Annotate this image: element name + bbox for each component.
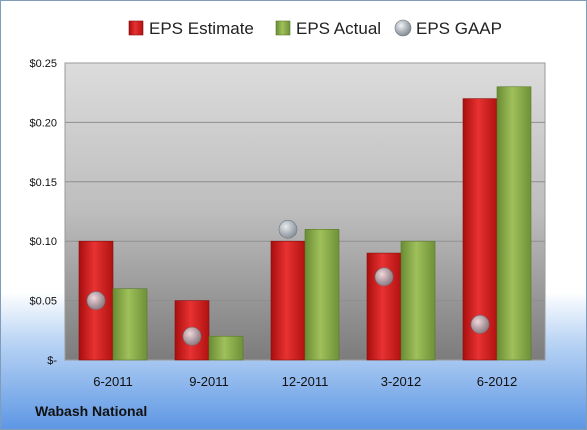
- marker-eps-gaap: [374, 267, 394, 287]
- x-tick-label: 9-2011: [189, 374, 229, 389]
- y-tick-label: $0.15: [29, 177, 57, 189]
- marker-eps-gaap: [86, 291, 106, 310]
- marker-eps-gaap: [182, 326, 202, 346]
- y-tick-label: $0.20: [29, 117, 57, 129]
- gaap-markers: [86, 220, 490, 346]
- x-axis-labels: 6-2011 9-2011 12-2011 3-2012 6-2012: [93, 374, 517, 389]
- bar-eps-actual: [496, 86, 532, 361]
- x-tick-label: 6-2012: [477, 374, 517, 389]
- legend-label: EPS Actual: [296, 19, 381, 38]
- marker-eps-gaap: [278, 220, 298, 239]
- bar-eps-estimate: [270, 240, 306, 361]
- y-axis-ticks: $- $0.05 $0.10 $0.15 $0.20 $0.25: [29, 58, 57, 367]
- x-tick-label: 3-2012: [381, 374, 421, 389]
- bar-eps-actual: [304, 229, 340, 361]
- y-tick-label: $0.05: [29, 296, 57, 308]
- y-tick-label: $0.10: [29, 236, 57, 248]
- marker-eps-gaap: [470, 315, 490, 334]
- x-tick-label: 6-2011: [93, 374, 133, 389]
- y-tick-label: $0.25: [29, 58, 57, 70]
- legend-swatch-gaap: [394, 19, 412, 37]
- bars: [78, 86, 532, 361]
- bar-eps-actual: [400, 240, 436, 361]
- legend-swatch-actual: [275, 20, 291, 36]
- bar-eps-actual: [112, 288, 148, 361]
- legend-label: EPS GAAP: [416, 19, 502, 38]
- y-tick-label: $-: [47, 355, 57, 367]
- bar-eps-actual: [208, 335, 244, 361]
- legend-swatch-estimate: [128, 20, 144, 36]
- legend: EPS Estimate EPS Actual EPS GAAP: [128, 19, 502, 38]
- x-tick-label: 12-2011: [282, 374, 329, 389]
- company-label: Wabash National: [35, 403, 148, 419]
- legend-label: EPS Estimate: [149, 19, 254, 38]
